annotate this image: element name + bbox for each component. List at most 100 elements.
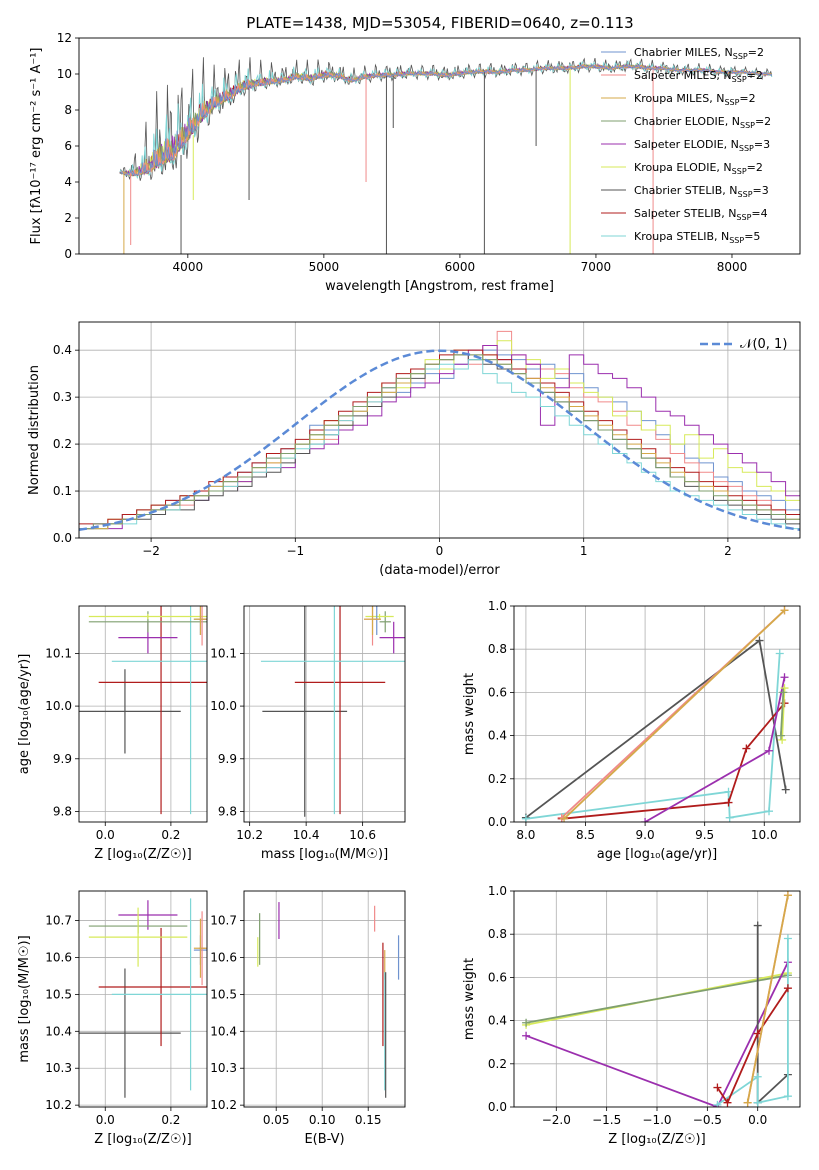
x-axis-label: Z [log₁₀(Z/Z☉)] bbox=[608, 1132, 705, 1147]
figure-title: PLATE=1438, MJD=53054, FIBERID=0640, z=0… bbox=[246, 14, 633, 32]
legend-label: Chabrier MILES, NSSP=2 bbox=[634, 46, 764, 61]
weight-marker-salpeter_stelib bbox=[724, 798, 733, 807]
x-tick-label: 8000 bbox=[717, 260, 748, 274]
weight-marker-chabrier_stelib bbox=[755, 636, 764, 645]
weight-line-kroupa_miles bbox=[746, 895, 789, 1103]
x-tick-label: 0 bbox=[436, 544, 444, 558]
plot-area-age-vs-z bbox=[79, 606, 207, 822]
legend-label: Kroupa MILES, NSSP=2 bbox=[634, 92, 756, 107]
weight-marker-kroupa_stelib bbox=[713, 1100, 722, 1107]
x-axis-label: age [log₁₀(age/yr)] bbox=[597, 847, 718, 862]
x-tick-label: −1 bbox=[286, 544, 304, 558]
weight-marker-kroupa_stelib bbox=[783, 1092, 792, 1101]
spectrum-line-salpeter_miles bbox=[119, 63, 773, 177]
axes-mass-weight-vs-age: 8.0 8.5 9.0 9.5 10.0 0.0 0.2 0.4 0.6 0.8 1.0 age [l… bbox=[462, 599, 801, 862]
x-tick-label: 0.15 bbox=[355, 1113, 382, 1127]
weight-line-kroupa_stelib bbox=[525, 653, 781, 820]
x-tick-label: 8.0 bbox=[516, 828, 535, 842]
legend-label: Salpeter STELIB, NSSP=4 bbox=[634, 207, 768, 222]
weight-marker-salpeter_stelib bbox=[742, 744, 751, 753]
weight-marker-kroupa_elodie bbox=[780, 684, 789, 693]
plot-area-mass-vs-z bbox=[79, 891, 207, 1107]
y-tick-label: 0.2 bbox=[488, 772, 507, 786]
weight-marker-kroupa_miles bbox=[560, 814, 569, 822]
axes-age-vs-mass: 10.2 10.4 10.6 9.8 9.9 10.0 10.1 mass [log₁₀(M/… bbox=[210, 605, 406, 862]
axes-frame bbox=[78, 890, 208, 1108]
y-tick-label: 10.4 bbox=[45, 1024, 72, 1038]
x-tick-label: −1.0 bbox=[642, 1113, 671, 1127]
y-tick-label: 0.4 bbox=[53, 343, 72, 357]
weight-marker-salpeter_stelib bbox=[783, 984, 792, 993]
y-tick-label: 10.2 bbox=[210, 1098, 237, 1112]
y-tick-label: 2 bbox=[64, 211, 72, 225]
x-tick-label: −2.0 bbox=[542, 1113, 571, 1127]
plot-area-spectrum bbox=[119, 57, 773, 254]
y-tick-label: 9.9 bbox=[218, 752, 237, 766]
y-tick-label: 10.2 bbox=[45, 1098, 72, 1112]
y-axis-label: Flux [fλ10⁻¹⁷ erg cm⁻² s⁻¹ A⁻¹] bbox=[29, 48, 44, 245]
x-tick-label: −2 bbox=[142, 544, 160, 558]
plot-area-mass-weight-vs-z bbox=[514, 891, 800, 1107]
gaussian-curve bbox=[79, 349, 800, 532]
weight-marker-kroupa_stelib bbox=[725, 813, 734, 822]
y-axis-label: mass weight bbox=[462, 673, 477, 755]
y-tick-label: 0.6 bbox=[488, 970, 507, 984]
x-tick-label: 0.0 bbox=[96, 828, 115, 842]
x-tick-label: 10.0 bbox=[751, 828, 778, 842]
x-tick-label: 10.2 bbox=[236, 828, 263, 842]
y-tick-label: 0.0 bbox=[488, 815, 507, 829]
weight-line-chabrier_elodie bbox=[525, 974, 789, 1024]
x-tick-label: 9.0 bbox=[636, 828, 655, 842]
y-tick-label: 10.7 bbox=[210, 914, 237, 928]
y-tick-label: 10.6 bbox=[210, 950, 237, 964]
legend-label: Chabrier ELODIE, NSSP=2 bbox=[634, 115, 771, 130]
weight-line-chabrier_elodie bbox=[780, 692, 785, 736]
y-tick-label: 10.5 bbox=[45, 987, 72, 1001]
weight-marker-kroupa_elodie bbox=[778, 735, 787, 744]
y-tick-label: 0.4 bbox=[488, 1014, 507, 1028]
plot-area-residual-histogram bbox=[79, 322, 800, 538]
weight-marker-kroupa_stelib bbox=[521, 814, 530, 822]
y-tick-label: 6 bbox=[64, 139, 72, 153]
weight-marker-chabrier_stelib bbox=[781, 785, 790, 794]
plot-area-mass-weight-vs-age bbox=[514, 606, 800, 822]
y-tick-label: 10.4 bbox=[210, 1024, 237, 1038]
weight-marker-kroupa_miles bbox=[783, 891, 792, 900]
y-tick-label: 0.2 bbox=[488, 1057, 507, 1071]
y-tick-label: 9.8 bbox=[53, 804, 72, 818]
axes-frame bbox=[78, 37, 801, 255]
y-tick-label: 10.6 bbox=[45, 950, 72, 964]
weight-marker-chabrier_stelib bbox=[753, 921, 762, 930]
axes-mass-vs-z: 0.0 0.2 10.2 10.3 10.4 10.5 10.6 10.7 Z [log₁₀(Z… bbox=[17, 890, 208, 1147]
gaussian-legend-label: 𝒩(0, 1) bbox=[740, 337, 787, 352]
weight-marker-salpeter_stelib bbox=[723, 1098, 732, 1107]
legend-label: Kroupa ELODIE, NSSP=2 bbox=[634, 161, 763, 176]
y-tick-label: 4 bbox=[64, 175, 72, 189]
y-tick-label: 10.1 bbox=[210, 646, 237, 660]
y-tick-label: 0.8 bbox=[488, 927, 507, 941]
weight-marker-chabrier_elodie bbox=[779, 688, 788, 697]
y-tick-label: 12 bbox=[57, 31, 72, 45]
axes-frame bbox=[78, 321, 801, 539]
y-tick-label: 0.8 bbox=[488, 642, 507, 656]
x-axis-label: wavelength [Angstrom, rest frame] bbox=[325, 279, 554, 294]
legend-label: Salpeter ELODIE, NSSP=3 bbox=[634, 138, 770, 153]
weight-line-salpeter_elodie bbox=[525, 961, 789, 1107]
axes-residual-histogram: −2 −1 0 1 2 0.0 0.1 0.2 0.3 0.4 (data-model)/error… bbox=[27, 321, 801, 578]
x-axis-label: E(B-V) bbox=[304, 1132, 344, 1147]
weight-marker-salpeter_elodie bbox=[522, 1031, 531, 1040]
axes-age-vs-z: 0.0 0.2 9.8 9.9 10.0 10.1 Z [log₁₀(Z/Z☉)] age [… bbox=[17, 605, 208, 862]
x-tick-label: 2 bbox=[724, 544, 732, 558]
y-tick-label: 10.3 bbox=[210, 1061, 237, 1075]
y-tick-label: 0.3 bbox=[53, 390, 72, 404]
weight-marker-kroupa_stelib bbox=[753, 1072, 762, 1081]
x-axis-label: Z [log₁₀(Z/Z☉)] bbox=[94, 1132, 191, 1147]
weight-line-kroupa_miles bbox=[563, 609, 786, 820]
weight-line-salpeter_stelib bbox=[561, 702, 786, 820]
y-tick-label: 0.4 bbox=[488, 729, 507, 743]
weight-marker-salpeter_elodie bbox=[765, 746, 774, 755]
y-tick-label: 0.6 bbox=[488, 685, 507, 699]
weight-marker-kroupa_miles bbox=[780, 606, 789, 615]
x-tick-label: −0.5 bbox=[693, 1113, 722, 1127]
y-axis-label: mass weight bbox=[462, 958, 477, 1040]
